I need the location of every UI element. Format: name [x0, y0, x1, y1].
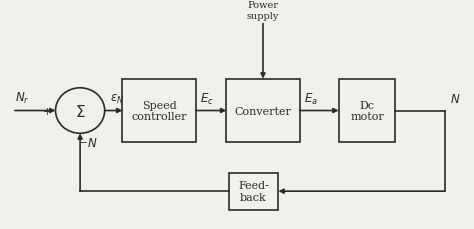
- Text: $N$: $N$: [450, 93, 460, 106]
- Text: Feed-
back: Feed- back: [238, 181, 269, 202]
- Text: Power
supply: Power supply: [247, 1, 279, 21]
- Text: Converter: Converter: [235, 106, 292, 116]
- Text: Dc
motor: Dc motor: [350, 100, 384, 122]
- Text: $-$: $-$: [78, 135, 87, 145]
- Text: +: +: [43, 106, 51, 116]
- Bar: [338, 79, 395, 143]
- Text: $N_r$: $N_r$: [15, 91, 29, 106]
- Text: $\epsilon_N$: $\epsilon_N$: [110, 93, 125, 106]
- Text: $E_c$: $E_c$: [201, 92, 214, 107]
- Text: $\Sigma$: $\Sigma$: [75, 103, 85, 119]
- Text: $E_a$: $E_a$: [304, 92, 318, 107]
- Text: Speed
controller: Speed controller: [131, 100, 187, 122]
- Ellipse shape: [55, 88, 105, 134]
- Bar: [229, 173, 278, 210]
- Text: $N$: $N$: [87, 137, 98, 150]
- Bar: [122, 79, 196, 143]
- Bar: [227, 79, 300, 143]
